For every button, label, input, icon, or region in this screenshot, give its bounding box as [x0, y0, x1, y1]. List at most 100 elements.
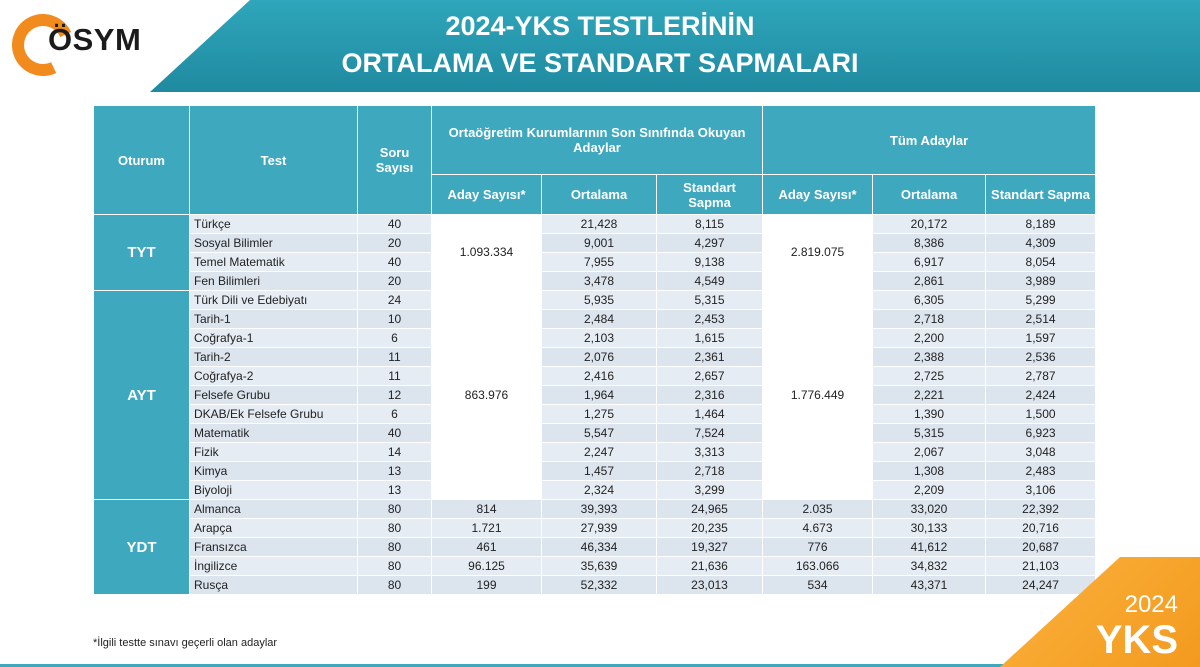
aday-count-2: 2.819.075 [762, 214, 874, 291]
std-1: 2,316 [655, 385, 764, 405]
soru-count: 20 [357, 271, 432, 291]
soru-count: 80 [357, 499, 432, 519]
test-name: Felsefe Grubu [189, 385, 358, 405]
std-2: 3,106 [985, 480, 1097, 500]
soru-count: 40 [357, 214, 432, 234]
soru-count: 40 [357, 423, 432, 443]
aday-count-2: 2.035 [762, 499, 874, 519]
table-row: Felsefe Grubu 12 1,964 2,316 2,221 2,424 [94, 385, 1097, 405]
table-row: Sosyal Bilimler 20 9,001 4,297 8,386 4,3… [94, 233, 1097, 253]
test-name: Tarih-2 [189, 347, 358, 367]
aday-count-2: 1.776.449 [762, 290, 874, 500]
std-1: 1,464 [655, 404, 764, 424]
soru-count: 80 [357, 537, 432, 557]
std-2: 2,514 [985, 309, 1097, 329]
page-title-line1: 2024-YKS TESTLERİNİN [445, 11, 755, 41]
test-name: Coğrafya-1 [189, 328, 358, 348]
ortalama-1: 21,428 [541, 214, 657, 234]
ortalama-1: 2,416 [541, 366, 657, 386]
std-2: 2,536 [985, 347, 1097, 367]
std-2: 2,424 [985, 385, 1097, 405]
table-row: Arapça 80 1.721 27,939 20,235 4.673 30,1… [94, 518, 1097, 538]
header-ort2: Ortalama [872, 174, 987, 215]
std-2: 3,989 [985, 271, 1097, 291]
ortalama-2: 2,388 [872, 347, 987, 367]
test-name: Fen Bilimleri [189, 271, 358, 291]
std-2: 2,483 [985, 461, 1097, 481]
ortalama-1: 35,639 [541, 556, 657, 576]
std-1: 3,313 [655, 442, 764, 462]
std-1: 2,453 [655, 309, 764, 329]
table-row: Fen Bilimleri 20 3,478 4,549 2,861 3,989 [94, 271, 1097, 291]
ortalama-1: 9,001 [541, 233, 657, 253]
soru-count: 6 [357, 328, 432, 348]
ortalama-1: 3,478 [541, 271, 657, 291]
aday-count-1: 1.093.334 [431, 214, 542, 291]
session-ayt: AYT [93, 290, 190, 500]
table-row: YDT Almanca 80 814 39,393 24,965 2.035 3… [93, 499, 1097, 595]
std-2: 4,309 [985, 233, 1097, 253]
table-row: AYT Türk Dili ve Edebiyatı 24 863.976 5,… [93, 290, 1097, 500]
ortalama-2: 33,020 [872, 499, 987, 519]
ortalama-2: 2,209 [872, 480, 987, 500]
test-name: Tarih-1 [189, 309, 358, 329]
std-2: 3,048 [985, 442, 1097, 462]
yks-badge-name: YKS [1095, 618, 1178, 662]
yks-badge-year: 2024 [1124, 591, 1178, 618]
logo-text: ÖSYM [48, 22, 142, 57]
std-1: 19,327 [655, 537, 764, 557]
ortalama-1: 46,334 [541, 537, 657, 557]
soru-count: 12 [357, 385, 432, 405]
ortalama-1: 2,484 [541, 309, 657, 329]
table-row: İngilizce 80 96.125 35,639 21,636 163.06… [94, 556, 1097, 576]
std-2: 8,189 [985, 214, 1097, 234]
ortalama-1: 1,964 [541, 385, 657, 405]
header-oturum: Oturum [93, 105, 190, 215]
aday-count-1: 814 [431, 499, 542, 519]
std-1: 7,524 [655, 423, 764, 443]
std-2: 20,716 [985, 518, 1097, 538]
ortalama-1: 2,103 [541, 328, 657, 348]
std-1: 2,718 [655, 461, 764, 481]
std-1: 4,549 [655, 271, 764, 291]
results-table: Oturum Test Soru Sayısı Ortaöğretim Kuru… [93, 105, 1097, 595]
bottom-divider [0, 664, 1040, 667]
std-1: 2,657 [655, 366, 764, 386]
table-row: Matematik 40 5,547 7,524 5,315 6,923 [94, 423, 1097, 443]
ortalama-1: 2,247 [541, 442, 657, 462]
soru-count: 6 [357, 404, 432, 424]
test-name: Coğrafya-2 [189, 366, 358, 386]
ortalama-2: 41,612 [872, 537, 987, 557]
aday-count-2: 4.673 [762, 518, 874, 538]
header-group-all: Tüm Adaylar [762, 105, 1097, 175]
ortalama-2: 2,725 [872, 366, 987, 386]
std-2: 1,500 [985, 404, 1097, 424]
header-test: Test [189, 105, 358, 215]
soru-count: 24 [357, 290, 432, 310]
std-2: 5,299 [985, 290, 1097, 310]
table-row: Tarih-1 10 2,484 2,453 2,718 2,514 [94, 309, 1097, 329]
ortalama-1: 5,547 [541, 423, 657, 443]
soru-count: 20 [357, 233, 432, 253]
header-aday1: Aday Sayısı* [431, 174, 542, 215]
ortalama-1: 7,955 [541, 252, 657, 272]
ortalama-2: 34,832 [872, 556, 987, 576]
footnote: *İlgili testte sınavı geçerli olan adayl… [93, 637, 278, 649]
ortalama-2: 2,221 [872, 385, 987, 405]
header-group-last-year: Ortaöğretim Kurumlarının Son Sınıfında O… [430, 105, 764, 175]
test-name: Almanca [189, 499, 358, 519]
std-1: 20,235 [655, 518, 764, 538]
soru-count: 11 [357, 366, 432, 386]
table-row: Rusça 80 199 52,332 23,013 534 43,371 24… [94, 575, 1097, 595]
aday-count-1: 96.125 [431, 556, 542, 576]
table-row: Coğrafya-1 6 2,103 1,615 2,200 1,597 [94, 328, 1097, 348]
std-2: 2,787 [985, 366, 1097, 386]
std-2: 20,687 [985, 537, 1097, 557]
std-2: 22,392 [985, 499, 1097, 519]
test-name: İngilizce [189, 556, 358, 576]
aday-count-1: 199 [431, 575, 542, 595]
header-std1: Standart Sapma [655, 174, 764, 215]
std-1: 3,299 [655, 480, 764, 500]
aday-count-1: 863.976 [431, 290, 542, 500]
soru-count: 14 [357, 442, 432, 462]
